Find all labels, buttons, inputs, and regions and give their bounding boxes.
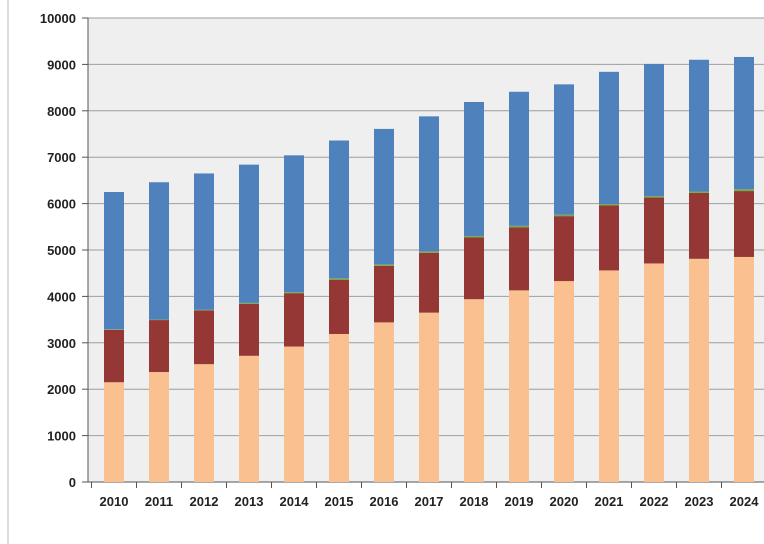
bar-2021-series-3 [599,204,619,206]
bar-2011-series-2 [149,320,169,373]
bar-2011-series-1 [149,372,169,482]
x-tick-label-2017: 2017 [415,494,444,509]
bar-2012-series-4 [194,173,214,310]
x-tick-label-2013: 2013 [235,494,264,509]
y-tick-label-1000: 1000 [47,429,76,444]
bar-2015-series-2 [329,279,349,334]
bar-2023-series-2 [689,192,709,259]
bar-2020-series-4 [554,84,574,215]
y-tick-label-9000: 9000 [47,57,76,72]
x-tick-label-2015: 2015 [325,494,354,509]
x-tick-label-2016: 2016 [370,494,399,509]
x-tick-label-2018: 2018 [460,494,489,509]
bar-2016-series-4 [374,128,394,265]
bar-2014-series-4 [284,155,304,293]
bar-2024-series-2 [734,191,754,257]
bar-2018-series-1 [464,299,484,482]
x-tick-label-2019: 2019 [505,494,534,509]
bar-2010-series-1 [104,382,124,482]
bar-2017-series-4 [419,116,439,252]
x-tick-label-2020: 2020 [550,494,579,509]
x-tick-label-2023: 2023 [685,494,714,509]
bar-2018-series-3 [464,236,484,238]
bar-2013-series-3 [239,302,259,304]
y-tick-label-0: 0 [69,475,76,490]
bar-2011-series-4 [149,182,169,320]
bar-2012-series-2 [194,310,214,365]
bar-2015-series-4 [329,140,349,279]
bar-2016-series-3 [374,264,394,266]
bar-2014-series-1 [284,346,304,482]
bar-2010-series-4 [104,192,124,330]
bar-2024-series-4 [734,56,754,190]
bar-2019-series-2 [509,227,529,291]
x-tick-label-2021: 2021 [595,494,624,509]
bar-2017-series-1 [419,312,439,482]
bar-2017-series-2 [419,252,439,313]
x-tick-label-2012: 2012 [190,494,219,509]
y-tick-label-10000: 10000 [40,11,76,26]
y-tick-label-4000: 4000 [47,289,76,304]
bar-2017-series-3 [419,251,439,253]
bar-2021-series-1 [599,270,619,482]
bar-2020-series-2 [554,216,574,282]
bar-2020-series-3 [554,214,574,217]
y-tick-label-5000: 5000 [47,243,76,258]
bar-2019-series-1 [509,290,529,482]
bar-2015-series-3 [329,278,349,280]
bar-2015-series-1 [329,333,349,482]
y-tick-label-2000: 2000 [47,382,76,397]
y-tick-label-8000: 8000 [47,104,76,119]
bar-2016-series-1 [374,322,394,482]
bar-2021-series-2 [599,205,619,271]
x-tick-label-2014: 2014 [280,494,310,509]
bar-2022-series-1 [644,263,664,482]
y-tick-label-3000: 3000 [47,336,76,351]
bar-2012-series-1 [194,364,214,482]
x-tick-label-2022: 2022 [640,494,669,509]
bar-2018-series-2 [464,237,484,300]
bar-2013-series-4 [239,164,259,303]
bar-2019-series-4 [509,91,529,226]
bar-2023-series-1 [689,258,709,482]
x-tick-label-2011: 2011 [145,494,173,509]
bar-2022-series-2 [644,197,664,264]
bar-2013-series-1 [239,355,259,482]
bar-2024-series-3 [734,189,754,192]
bar-2018-series-4 [464,101,484,237]
bar-2014-series-2 [284,293,304,347]
bar-2024-series-1 [734,256,754,482]
bar-2014-series-3 [284,292,304,294]
bar-2016-series-2 [374,265,394,323]
x-tick-label-2010: 2010 [100,494,129,509]
y-tick-label-7000: 7000 [47,150,76,165]
bar-2020-series-1 [554,281,574,482]
bar-2023-series-3 [689,191,709,193]
bar-2013-series-2 [239,303,259,356]
bar-2019-series-3 [509,225,529,228]
bar-2010-series-2 [104,329,124,383]
bar-2022-series-4 [644,63,664,197]
x-tick-label-2024: 2024 [730,494,760,509]
y-tick-label-6000: 6000 [47,197,76,212]
bar-2023-series-4 [689,59,709,192]
bar-2022-series-3 [644,196,664,198]
bar-2021-series-4 [599,71,619,205]
